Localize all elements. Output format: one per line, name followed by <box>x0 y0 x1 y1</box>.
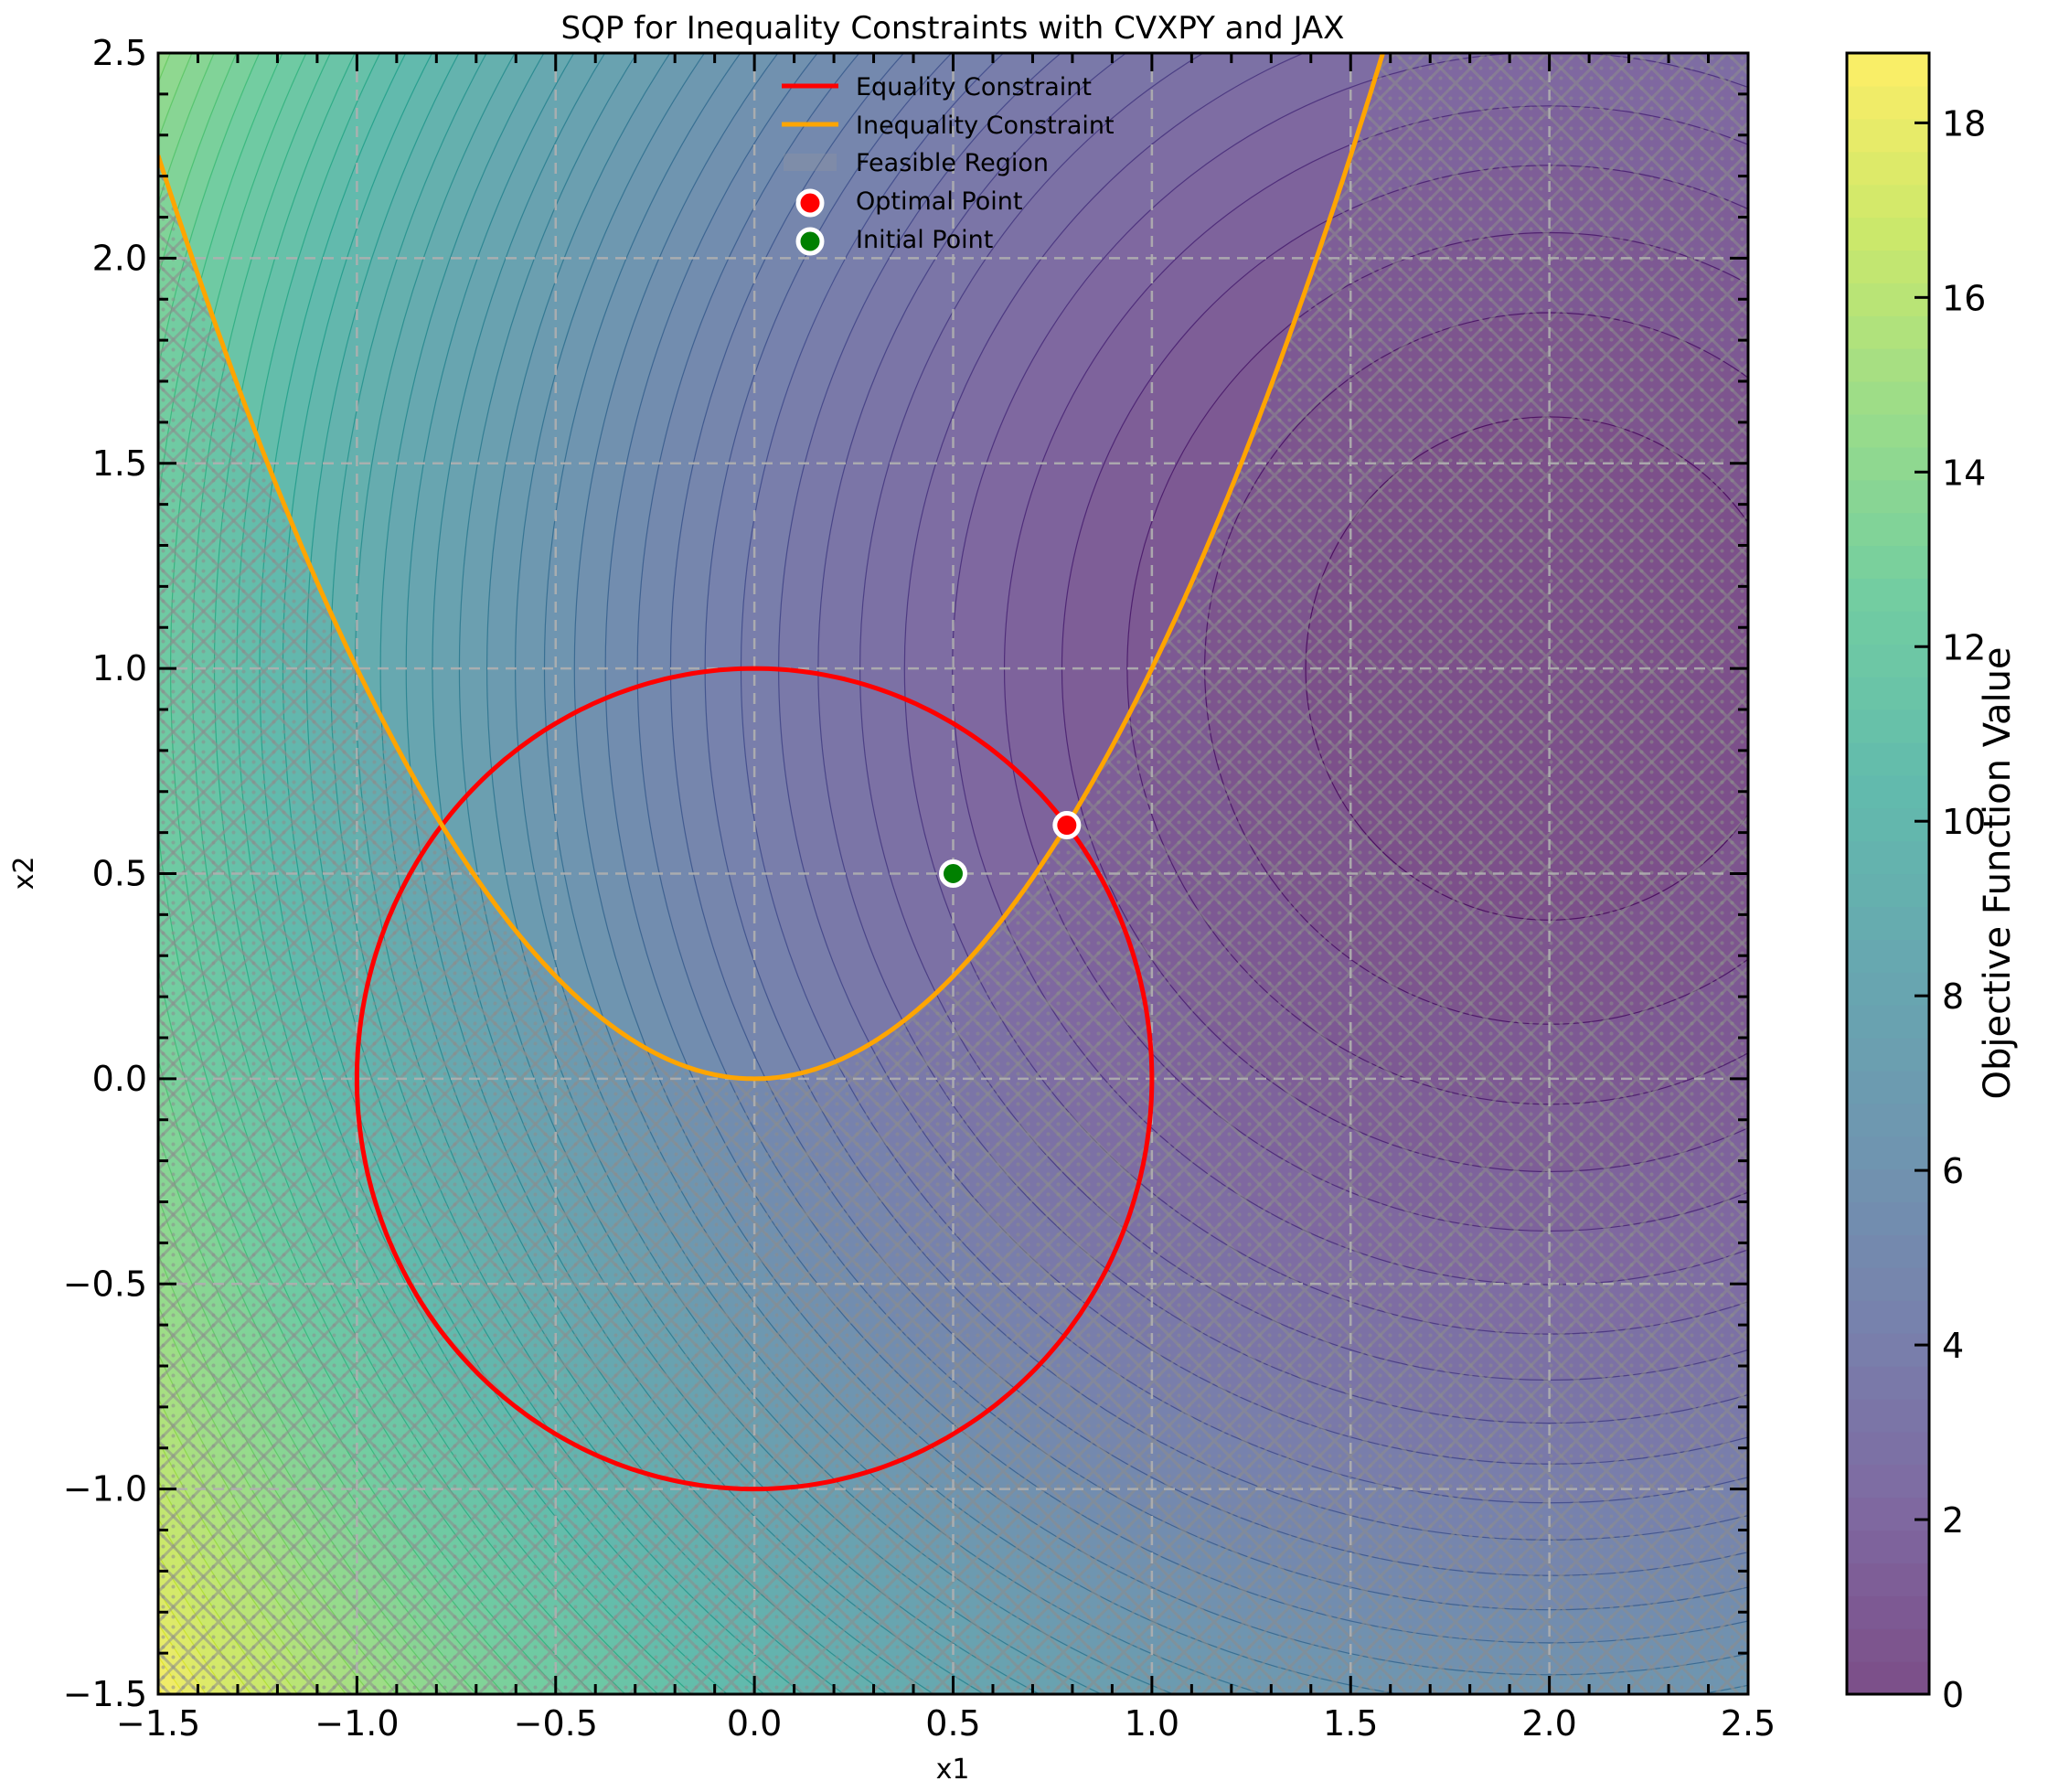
chart-title: SQP for Inequality Constraints with CVXP… <box>561 10 1345 47</box>
legend-inequality-label: Inequality Constraint <box>856 112 1115 140</box>
y-axis-tick-labels: −1.5 −1.0 −0.5 0.0 0.5 1.0 1.5 2.0 2.5 <box>63 33 147 1714</box>
colorbar-tick-label: 8 <box>1942 976 1964 1017</box>
axis-ticks <box>156 51 1750 1696</box>
legend-optimal-marker <box>795 188 825 218</box>
colorbar-tick-label: 10 <box>1942 802 1986 842</box>
y-tick-label: 1.0 <box>92 648 147 688</box>
colorbar-tick-label: 4 <box>1942 1326 1964 1366</box>
x-tick-label: −1.0 <box>315 1703 399 1744</box>
x-tick-label: −0.5 <box>514 1703 598 1744</box>
x-tick-label: 2.0 <box>1521 1703 1576 1744</box>
colorbar: 0 2 4 6 8 10 12 14 16 18 Objective Function Value <box>1845 51 2019 1715</box>
x-tick-label: −1.5 <box>116 1703 200 1744</box>
legend-initial-label: Initial Point <box>856 226 993 254</box>
colorbar-tick-label: 6 <box>1942 1151 1964 1191</box>
legend-initial-marker <box>795 227 825 256</box>
colorbar-tick-label: 14 <box>1942 453 1986 493</box>
x-tick-label: 2.5 <box>1721 1703 1776 1744</box>
y-tick-label: 1.5 <box>92 443 147 484</box>
colorbar-tick-label: 12 <box>1942 627 1986 667</box>
x-axis-tick-labels: −1.5 −1.0 −0.5 0.0 0.5 1.0 1.5 2.0 2.5 <box>116 1703 1776 1744</box>
y-tick-label: 0.0 <box>92 1059 147 1099</box>
x-tick-label: 1.0 <box>1125 1703 1179 1744</box>
initial-point-marker <box>939 859 967 888</box>
x-axis-label: x1 <box>936 1754 970 1786</box>
y-tick-label: −1.0 <box>63 1469 147 1509</box>
colorbar-tick-label: 16 <box>1942 278 1986 318</box>
colorbar-tick-label: 0 <box>1942 1675 1964 1715</box>
legend: Equality Constraint Inequality Constrain… <box>782 73 1115 256</box>
colorbar-tick-label: 18 <box>1942 103 1986 144</box>
x-tick-label: 0.5 <box>925 1703 980 1744</box>
inequality-constraint-curve <box>158 53 1386 1082</box>
legend-optimal-label: Optimal Point <box>856 187 1022 216</box>
x-tick-label: 0.0 <box>727 1703 782 1744</box>
y-axis-label: x2 <box>8 857 40 891</box>
optimal-point-marker <box>1052 811 1082 840</box>
legend-equality-label: Equality Constraint <box>856 73 1092 101</box>
x-tick-label: 1.5 <box>1323 1703 1378 1744</box>
y-tick-label: −1.5 <box>63 1674 147 1714</box>
y-tick-label: 0.5 <box>92 854 147 894</box>
colorbar-tick-label: 2 <box>1942 1500 1964 1541</box>
y-tick-label: 2.5 <box>92 33 147 73</box>
legend-feasible-label: Feasible Region <box>856 149 1049 177</box>
y-tick-label: −0.5 <box>63 1264 147 1304</box>
legend-feasible-swatch <box>784 154 837 171</box>
colorbar-label: Objective Function Value <box>1977 646 2019 1099</box>
equality-constraint-curve <box>354 666 1155 1492</box>
y-tick-label: 2.0 <box>92 238 147 278</box>
